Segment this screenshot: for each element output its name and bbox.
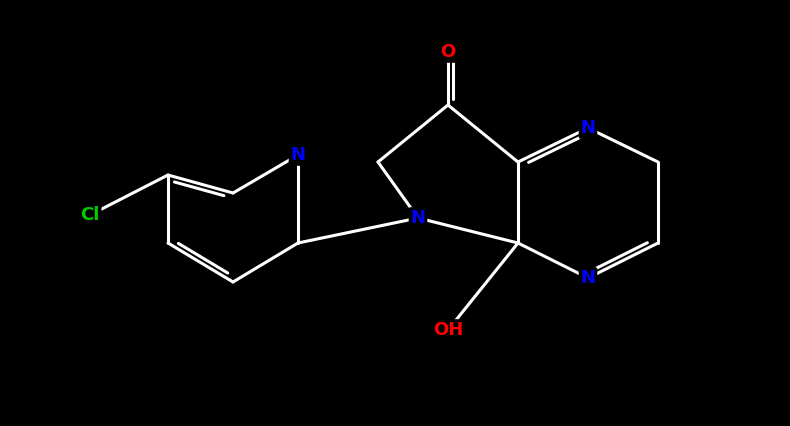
Text: O: O xyxy=(440,43,456,61)
Text: N: N xyxy=(581,269,596,287)
Text: N: N xyxy=(411,209,426,227)
Text: OH: OH xyxy=(433,321,463,339)
Text: N: N xyxy=(581,119,596,137)
Text: N: N xyxy=(291,146,306,164)
Text: Cl: Cl xyxy=(81,206,100,224)
